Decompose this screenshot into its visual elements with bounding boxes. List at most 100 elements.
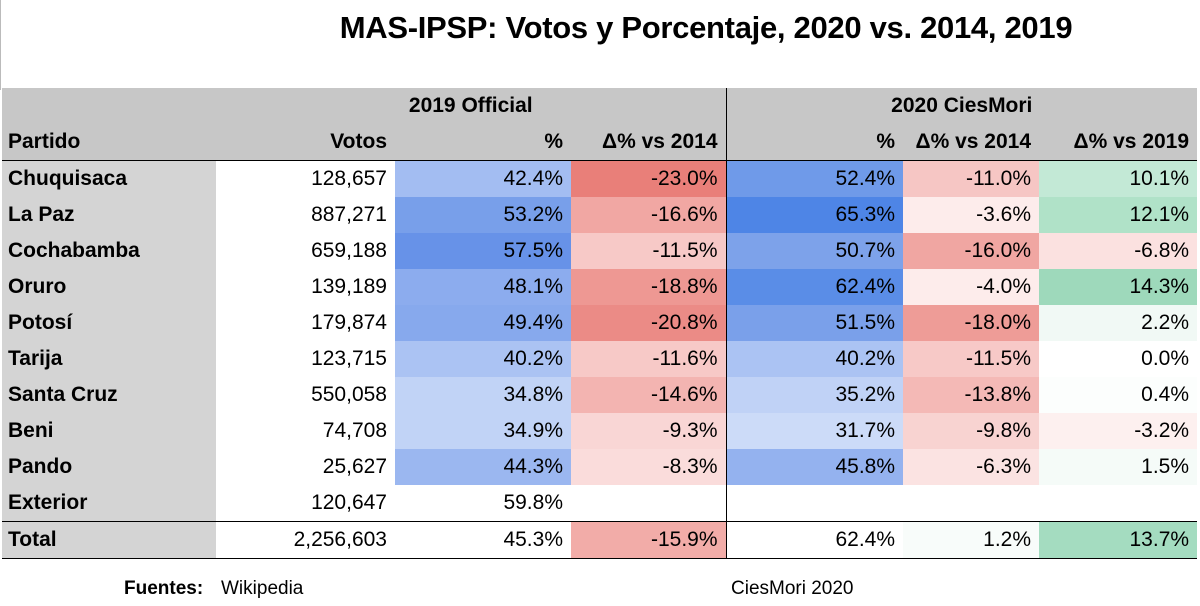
cell-delta-2014: -23.0% xyxy=(571,160,727,197)
cell-pct-2019: 42.4% xyxy=(395,160,571,197)
table-row: Santa Cruz 550,058 34.8% -14.6% 35.2% -13.8% 0… xyxy=(2,377,1198,413)
header-group-2020: 2020 CiesMori xyxy=(725,88,1198,124)
cell-party: Santa Cruz xyxy=(2,377,216,413)
table-row: Pando 25,627 44.3% -8.3% 45.8% -6.3% 1.5% xyxy=(2,449,1198,485)
cell-party: Beni xyxy=(2,413,216,449)
cell-party: Cochabamba xyxy=(2,233,216,269)
cell-delta-2014-2020: -11.0% xyxy=(903,160,1040,197)
cell-delta-2014: -14.6% xyxy=(571,377,727,413)
cell-pct-2020: 65.3% xyxy=(725,197,904,233)
cell-party: Oruro xyxy=(2,269,216,305)
cell-pct-2020: 51.5% xyxy=(725,305,904,341)
cell-votes: 887,271 xyxy=(311,203,387,226)
header-pct-2020: % xyxy=(725,124,904,161)
cell-votes: 25,627 xyxy=(322,455,387,478)
source-ciesmori: CiesMori 2020 xyxy=(731,578,854,599)
cell-pct-2019: 53.2% xyxy=(395,197,571,233)
cell-delta-2019-2020: -3.2% xyxy=(1039,413,1198,449)
table-row: Potosí 179,874 49.4% -20.8% 51.5% -18.0% 2.2% xyxy=(2,305,1198,341)
cell-pct-2020: 50.7% xyxy=(725,233,904,269)
cell-pct-2019: 34.9% xyxy=(395,413,571,449)
cell-votes: 179,874 xyxy=(311,311,387,334)
cell-delta-2014 xyxy=(571,485,727,522)
cell-pct-2020: 40.2% xyxy=(725,341,904,377)
cell-party: Chuquisaca xyxy=(2,160,216,197)
left-border-line xyxy=(0,0,1,90)
cell-votes: 659,188 xyxy=(311,239,387,262)
header-party-blank xyxy=(2,88,216,124)
cell-delta-2014-2020: -11.5% xyxy=(903,341,1040,377)
cell-votes: 2,256,603 xyxy=(216,521,395,559)
cell-party: Tarija xyxy=(2,341,216,377)
cell-delta-2019-2020: 13.7% xyxy=(1039,521,1198,559)
cell-pct-2020: 52.4% xyxy=(725,160,904,197)
cell-delta-2019-2020: 0.0% xyxy=(1039,341,1198,377)
cell-delta-2014-2020: -4.0% xyxy=(903,269,1040,305)
cell-delta-2019-2020 xyxy=(1039,485,1198,522)
cell-pct-2020: 62.4% xyxy=(725,269,904,305)
cell-votes: 550,058 xyxy=(311,383,387,406)
cell-delta-2014: -16.6% xyxy=(571,197,727,233)
cell-delta-2019-2020: 2.2% xyxy=(1039,305,1198,341)
cell-pct-2020 xyxy=(725,485,904,522)
header-votes: Votos xyxy=(216,124,395,161)
cell-pct-2020: 45.8% xyxy=(725,449,904,485)
table-row: Beni 74,708 34.9% -9.3% 31.7% -9.8% -3.2% xyxy=(2,413,1198,449)
cell-delta-2014: -11.6% xyxy=(571,341,727,377)
header-delta-2014: Δ% vs 2014 xyxy=(571,124,727,161)
cell-delta-2014-2020: -18.0% xyxy=(903,305,1040,341)
cell-party: Total xyxy=(2,521,216,559)
cell-delta-2014-2020: 1.2% xyxy=(903,521,1040,559)
cell-delta-2014-2020: -16.0% xyxy=(903,233,1040,269)
cell-pct-2019: 57.5% xyxy=(395,233,571,269)
cell-delta-2014-2020: -9.8% xyxy=(903,413,1040,449)
cell-delta-2014-2020: -3.6% xyxy=(903,197,1040,233)
cell-delta-2014: -15.9% xyxy=(571,521,727,559)
cell-delta-2019-2020: 10.1% xyxy=(1039,160,1198,197)
header-row-columns: Partido Votos % Δ% vs 2014 % Δ% vs 2014 … xyxy=(2,124,1198,161)
cell-votes: 123,715 xyxy=(311,347,387,370)
cell-party: Pando xyxy=(2,449,216,485)
table-row: Cochabamba 659,188 57.5% -11.5% 50.7% -16.0% -… xyxy=(2,233,1198,269)
header-row-groups: 2019 Official 2020 CiesMori xyxy=(2,88,1198,124)
cell-delta-2014-2020: -13.8% xyxy=(903,377,1040,413)
header-delta-2019-2020: Δ% vs 2019 xyxy=(1039,124,1198,161)
cell-pct-2019: 48.1% xyxy=(395,269,571,305)
cell-votes: 120,647 xyxy=(216,485,395,522)
table-row: Exterior 120,647 59.8% xyxy=(2,485,1198,522)
cell-delta-2014: -18.8% xyxy=(571,269,727,305)
header-delta-2014-2020: Δ% vs 2014 xyxy=(903,124,1040,161)
cell-delta-2019-2020: 1.5% xyxy=(1039,449,1198,485)
page-title: MAS-IPSP: Votos y Porcentaje, 2020 vs. 2… xyxy=(339,10,1073,45)
cell-votes: 128,657 xyxy=(216,160,395,197)
cell-pct-2020: 31.7% xyxy=(725,413,904,449)
cell-pct-2020: 35.2% xyxy=(725,377,904,413)
sources-label: Fuentes: xyxy=(124,578,204,599)
cell-delta-2014-2020 xyxy=(903,485,1040,522)
cell-party: La Paz xyxy=(2,197,216,233)
cell-delta-2014-2020: -6.3% xyxy=(903,449,1040,485)
cell-pct-2019: 49.4% xyxy=(395,305,571,341)
header-group-2019: 2019 Official xyxy=(216,88,727,124)
cell-pct-2019: 44.3% xyxy=(395,449,571,485)
table-row: Tarija 123,715 40.2% -11.6% 40.2% -11.5% 0.0% xyxy=(2,341,1198,377)
results-table: 2019 Official 2020 CiesMori Partido Voto… xyxy=(2,88,1198,559)
cell-delta-2019-2020: -6.8% xyxy=(1039,233,1198,269)
cell-delta-2014: -8.3% xyxy=(571,449,727,485)
cell-votes: 139,189 xyxy=(311,275,387,298)
table-row: Chuquisaca 128,657 42.4% -23.0% 52.4% -11.0% 1… xyxy=(2,160,1198,197)
cell-delta-2014: -20.8% xyxy=(571,305,727,341)
source-wikipedia: Wikipedia xyxy=(221,578,304,599)
cell-pct-2020: 62.4% xyxy=(725,521,904,559)
cell-delta-2019-2020: 0.4% xyxy=(1039,377,1198,413)
cell-pct-2019: 40.2% xyxy=(395,341,571,377)
header-pct-2019: % xyxy=(395,124,571,161)
header-party: Partido xyxy=(2,124,216,161)
cell-delta-2014: -11.5% xyxy=(571,233,727,269)
cell-pct-2019: 34.8% xyxy=(395,377,571,413)
cell-votes: 74,708 xyxy=(322,419,387,442)
table-row: Oruro 139,189 48.1% -18.8% 62.4% -4.0% 14.3% xyxy=(2,269,1198,305)
cell-delta-2014: -9.3% xyxy=(571,413,727,449)
cell-delta-2019-2020: 14.3% xyxy=(1039,269,1198,305)
table-row: Total 2,256,603 45.3% -15.9% 62.4% 1.2% 13.7% xyxy=(2,521,1198,559)
